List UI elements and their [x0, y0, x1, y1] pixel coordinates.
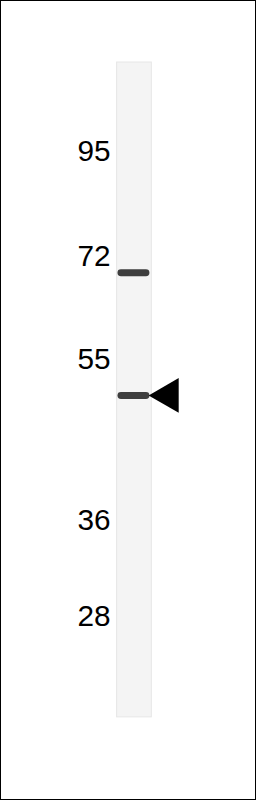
- svg-text:55: 55: [78, 342, 111, 375]
- svg-text:72: 72: [78, 239, 111, 272]
- svg-text:28: 28: [78, 599, 111, 632]
- svg-text:36: 36: [78, 503, 111, 536]
- svg-text:95: 95: [78, 134, 111, 167]
